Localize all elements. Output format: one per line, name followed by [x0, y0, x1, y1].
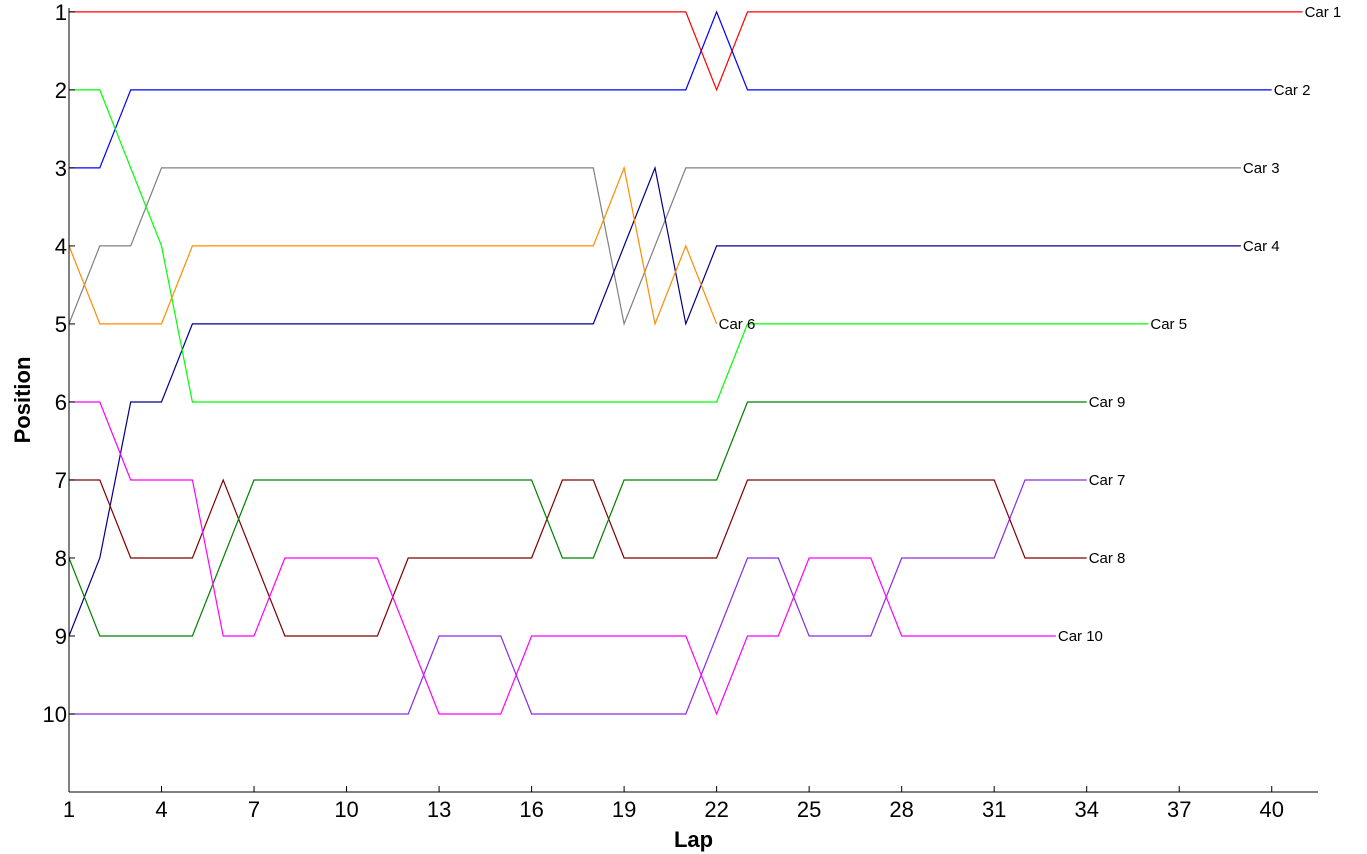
series-label-car-5: Car 5 [1150, 316, 1187, 333]
series-line-car-1 [69, 11, 1303, 92]
x-tick-label: 28 [889, 797, 913, 822]
y-tick-label: 9 [55, 624, 67, 649]
series-lines [68, 10, 1303, 716]
series-line-car-2 [69, 10, 1272, 169]
y-tick-label: 3 [55, 156, 67, 181]
y-tick-label: 2 [55, 78, 67, 103]
series-line-car-7 [69, 479, 1087, 715]
series-label-car-8: Car 8 [1089, 550, 1126, 567]
series-label-car-2: Car 2 [1274, 82, 1311, 99]
y-tick-label: 8 [55, 546, 67, 571]
y-tick-label: 6 [55, 390, 67, 415]
series-label-car-6: Car 6 [719, 316, 756, 333]
series-label-car-9: Car 9 [1089, 394, 1126, 411]
x-tick-label: 7 [248, 797, 260, 822]
y-tick-label: 5 [55, 312, 67, 337]
y-tick-label: 4 [55, 234, 67, 259]
x-tick-label: 31 [982, 797, 1006, 822]
x-tick-label: 19 [612, 797, 636, 822]
series-end-labels: Car 1 Car 2 Car 3 Car 4 Car 5 Car 6 Car 7 Car 8… [719, 4, 1342, 645]
x-tick-label: 13 [427, 797, 451, 822]
series-line-car-4 [68, 165, 1241, 637]
x-tick-label: 25 [797, 797, 821, 822]
y-tick-label: 10 [43, 702, 67, 727]
x-tick-label: 10 [334, 797, 358, 822]
series-line-car-9 [68, 401, 1087, 637]
x-axis-title: Lap [674, 827, 713, 852]
x-tick-label: 40 [1259, 797, 1283, 822]
series-label-car-10: Car 10 [1058, 628, 1103, 645]
y-tick-label: 7 [55, 468, 67, 493]
axes [68, 8, 1318, 793]
x-tick-label: 16 [519, 797, 543, 822]
series-label-car-3: Car 3 [1243, 160, 1280, 177]
series-line-car-5 [69, 89, 1149, 403]
x-tick-label: 22 [704, 797, 728, 822]
y-axis-title: Position [10, 357, 35, 444]
x-tick-label: 4 [155, 797, 167, 822]
series-label-car-4: Car 4 [1243, 238, 1280, 255]
x-tick-label: 34 [1074, 797, 1098, 822]
series-label-car-1: Car 1 [1305, 4, 1342, 21]
x-tick-label: 37 [1167, 797, 1191, 822]
series-line-car-10 [69, 401, 1056, 716]
x-tick-label: 1 [63, 797, 75, 822]
y-tick-label: 1 [55, 0, 67, 25]
series-line-car-6 [68, 165, 718, 327]
series-label-car-7: Car 7 [1089, 472, 1126, 489]
series-line-car-3 [68, 167, 1241, 327]
